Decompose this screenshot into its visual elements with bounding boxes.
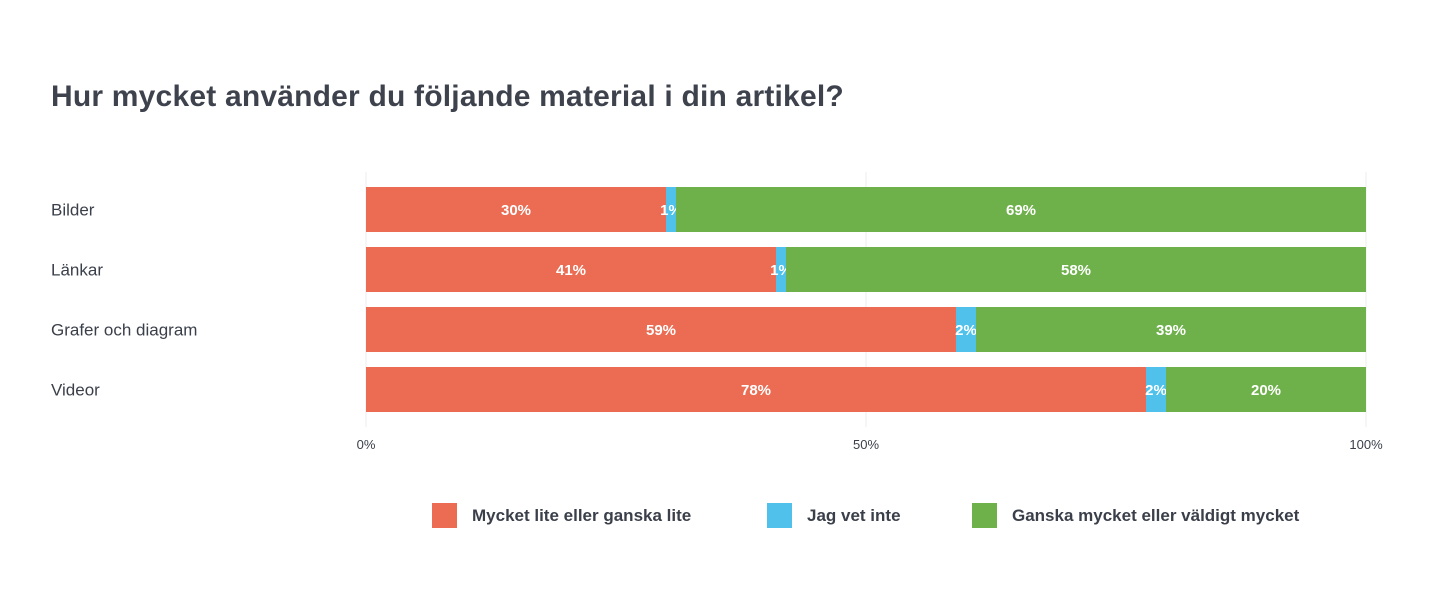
bar-segment: [976, 307, 1366, 352]
category-label: Bilder: [51, 201, 95, 220]
data-label: 2%: [1145, 382, 1167, 399]
bar-segment: [366, 187, 666, 232]
data-label: 69%: [1006, 202, 1036, 219]
bar-segment: [956, 307, 976, 352]
bar-segment: [366, 247, 776, 292]
data-label: 41%: [556, 262, 586, 279]
bar-segment: [676, 187, 1366, 232]
category-label: Grafer och diagram: [51, 321, 197, 340]
legend-label: Ganska mycket eller väldigt mycket: [1012, 506, 1300, 525]
bar-segment: [1166, 367, 1366, 412]
x-tick-label: 50%: [853, 437, 879, 452]
bar-segment: [666, 187, 676, 232]
chart-title: Hur mycket använder du följande material…: [51, 80, 844, 113]
data-label: 20%: [1251, 382, 1281, 399]
legend-swatch: [767, 503, 792, 528]
legend-label: Jag vet inte: [807, 506, 901, 525]
data-label: 39%: [1156, 322, 1186, 339]
data-label: 78%: [741, 382, 771, 399]
bar-segment: [776, 247, 786, 292]
x-tick-label: 0%: [357, 437, 376, 452]
category-label: Länkar: [51, 261, 103, 280]
bar-segment: [366, 367, 1146, 412]
data-label: 30%: [501, 202, 531, 219]
bar-segment: [366, 307, 956, 352]
x-tick-label: 100%: [1349, 437, 1383, 452]
data-label: 58%: [1061, 262, 1091, 279]
category-label: Videor: [51, 381, 100, 400]
legend-swatch: [972, 503, 997, 528]
bar-segment: [786, 247, 1366, 292]
legend-label: Mycket lite eller ganska lite: [472, 506, 691, 525]
legend-swatch: [432, 503, 457, 528]
bar-segment: [1146, 367, 1166, 412]
data-label: 59%: [646, 322, 676, 339]
data-label: 2%: [955, 322, 977, 339]
